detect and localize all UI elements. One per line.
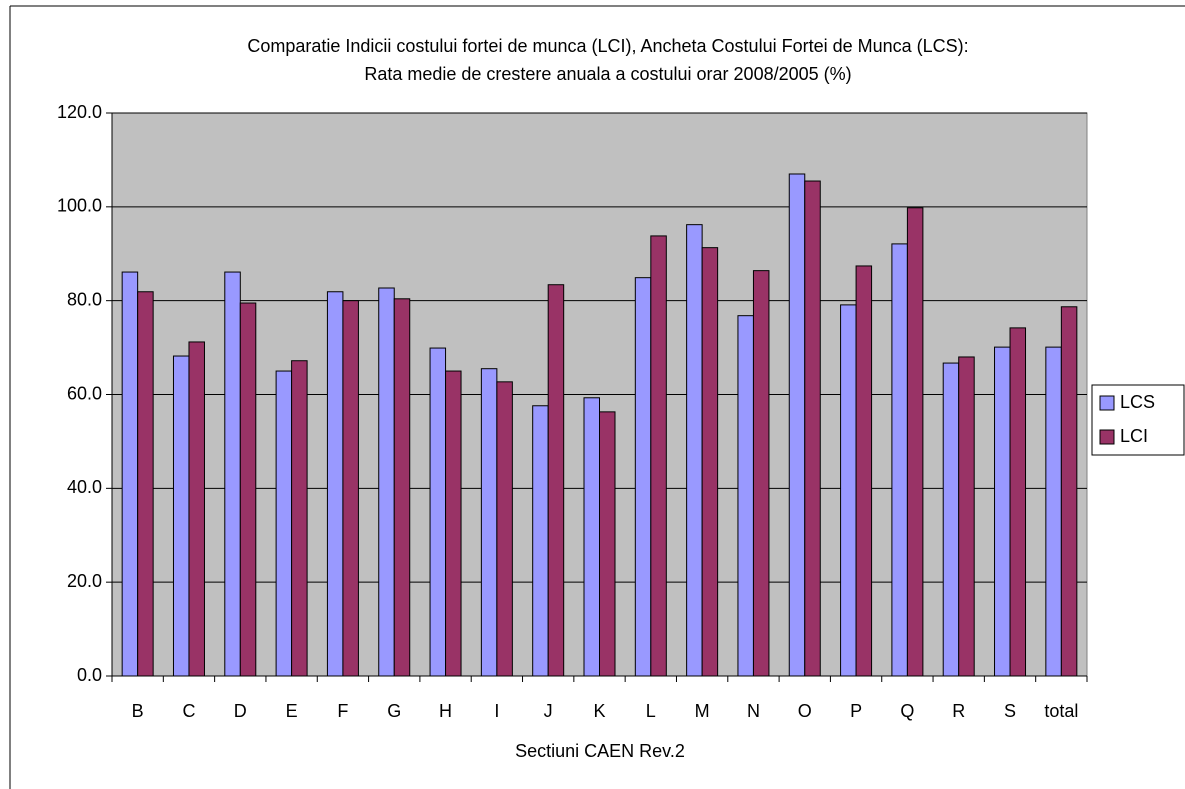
bar bbox=[224, 271, 241, 677]
bar bbox=[1009, 327, 1027, 677]
bar bbox=[701, 247, 719, 677]
legend-swatch bbox=[1099, 429, 1115, 445]
bar bbox=[480, 368, 498, 677]
chart-title: Comparatie Indicii costului fortei de mu… bbox=[247, 36, 968, 56]
bar bbox=[291, 360, 308, 677]
x-axis-label: Sectiuni CAEN Rev.2 bbox=[515, 741, 685, 761]
bar bbox=[804, 180, 821, 677]
legend-swatch bbox=[1099, 395, 1115, 411]
bar bbox=[650, 235, 667, 677]
bar bbox=[942, 362, 960, 677]
bar bbox=[686, 224, 703, 677]
y-tick-label: 100.0 bbox=[57, 196, 102, 216]
bar bbox=[378, 287, 395, 677]
y-tick-label: 80.0 bbox=[67, 289, 102, 309]
x-tick-label: H bbox=[439, 701, 452, 721]
bar bbox=[737, 315, 754, 677]
bar bbox=[137, 291, 154, 677]
bar bbox=[958, 356, 975, 677]
x-tick-label: O bbox=[798, 701, 812, 721]
y-tick-label: 120.0 bbox=[57, 102, 102, 122]
bar bbox=[891, 243, 908, 677]
x-tick-label: B bbox=[132, 701, 144, 721]
x-tick-label: M bbox=[695, 701, 710, 721]
x-tick-label: D bbox=[234, 701, 247, 721]
bar bbox=[172, 355, 190, 677]
bar bbox=[599, 411, 616, 677]
x-tick-label: I bbox=[494, 701, 499, 721]
chart-title: Rata medie de crestere anuala a costului… bbox=[364, 64, 851, 84]
x-tick-label: F bbox=[337, 701, 348, 721]
bar bbox=[788, 173, 806, 677]
x-tick-label: K bbox=[593, 701, 605, 721]
bar bbox=[532, 405, 549, 677]
bar bbox=[445, 370, 462, 677]
bar bbox=[326, 291, 344, 677]
legend-label: LCS bbox=[1120, 392, 1155, 412]
x-tick-label: C bbox=[182, 701, 195, 721]
y-tick-label: 60.0 bbox=[67, 383, 102, 403]
x-tick-label: P bbox=[850, 701, 862, 721]
bar bbox=[1045, 346, 1062, 677]
x-tick-label: S bbox=[1004, 701, 1016, 721]
bar bbox=[121, 271, 139, 677]
x-tick-label: J bbox=[544, 701, 553, 721]
bar bbox=[188, 341, 205, 677]
bar bbox=[840, 304, 857, 677]
x-tick-label: N bbox=[747, 701, 760, 721]
x-tick-label: R bbox=[952, 701, 965, 721]
x-tick-label: L bbox=[646, 701, 656, 721]
bar bbox=[1060, 306, 1078, 677]
y-tick-label: 0.0 bbox=[77, 665, 102, 685]
bar bbox=[906, 207, 924, 677]
y-tick-label: 40.0 bbox=[67, 477, 102, 497]
bar bbox=[393, 298, 411, 677]
bar bbox=[239, 302, 257, 677]
bar bbox=[583, 397, 600, 677]
bar bbox=[547, 284, 565, 677]
y-tick-label: 20.0 bbox=[67, 571, 102, 591]
bar bbox=[496, 381, 513, 677]
bar bbox=[855, 265, 873, 677]
x-tick-label: E bbox=[286, 701, 298, 721]
bar bbox=[429, 347, 447, 677]
bar bbox=[634, 277, 652, 677]
bar bbox=[275, 370, 293, 677]
bar bbox=[994, 346, 1011, 677]
legend-label: LCI bbox=[1120, 426, 1148, 446]
x-tick-label: Q bbox=[900, 701, 914, 721]
x-tick-label: G bbox=[387, 701, 401, 721]
bar bbox=[342, 300, 359, 677]
x-tick-label: total bbox=[1044, 701, 1078, 721]
bar bbox=[752, 270, 770, 677]
